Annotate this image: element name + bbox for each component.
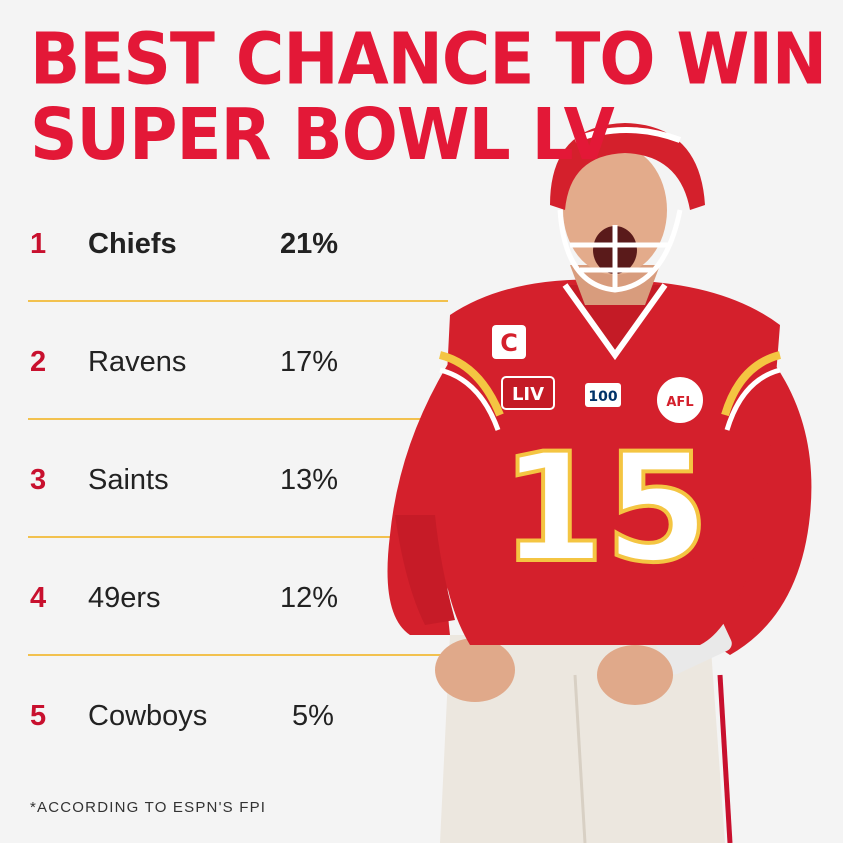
rank-number: 4 xyxy=(30,581,47,614)
team-name: Chiefs xyxy=(88,227,177,260)
win-percentage: 12% xyxy=(280,581,339,614)
facemask xyxy=(557,209,683,293)
nfl-100-patch: 100 xyxy=(585,383,621,407)
svg-text:LIV: LIV xyxy=(512,384,544,405)
win-percentage: 17% xyxy=(280,345,339,378)
helmet xyxy=(550,123,705,210)
player-photo: C LIV 100 AFL 15 xyxy=(387,123,812,843)
rank-number: 5 xyxy=(30,699,47,732)
ranking-row-2: 2 Ravens 17% xyxy=(30,342,390,382)
team-name: Ravens xyxy=(88,345,187,378)
afl-patch: AFL xyxy=(655,375,705,425)
footnote: *ACCORDING TO ESPN'S FPI xyxy=(30,799,267,816)
win-percentage: 5% xyxy=(292,699,334,732)
svg-text:C: C xyxy=(500,329,518,357)
ranking-row-3: 3 Saints 13% xyxy=(30,460,390,500)
win-percentage: 21% xyxy=(280,227,339,260)
ranking-row-4: 4 49ers 12% xyxy=(30,578,390,618)
win-percentage: 13% xyxy=(280,463,339,496)
team-name: 49ers xyxy=(88,581,161,614)
team-name: Cowboys xyxy=(88,699,208,732)
rank-number: 2 xyxy=(30,345,47,378)
rank-number: 3 xyxy=(30,463,47,496)
row-divider xyxy=(28,654,448,656)
team-name: Saints xyxy=(88,463,169,496)
ranking-row-1: 1 Chiefs 21% xyxy=(30,224,390,264)
svg-text:100: 100 xyxy=(588,389,617,405)
super-bowl-patch: LIV xyxy=(501,376,555,410)
page-title: BEST CHANCE TO WIN SUPER BOWL LV xyxy=(30,17,827,177)
captain-patch xyxy=(492,325,526,359)
left-fist xyxy=(435,638,515,702)
svg-text:AFL: AFL xyxy=(666,395,693,410)
rank-number: 1 xyxy=(30,227,47,260)
title-line-1: BEST CHANCE TO WIN xyxy=(30,17,827,101)
jersey-number: 15 xyxy=(501,422,710,596)
jersey xyxy=(440,279,780,645)
row-divider xyxy=(28,300,448,302)
row-divider xyxy=(28,536,448,538)
title-line-2: SUPER BOWL LV xyxy=(30,93,615,177)
ranking-row-5: 5 Cowboys 5% xyxy=(30,696,390,736)
right-fist xyxy=(597,645,673,705)
row-divider xyxy=(28,418,448,420)
